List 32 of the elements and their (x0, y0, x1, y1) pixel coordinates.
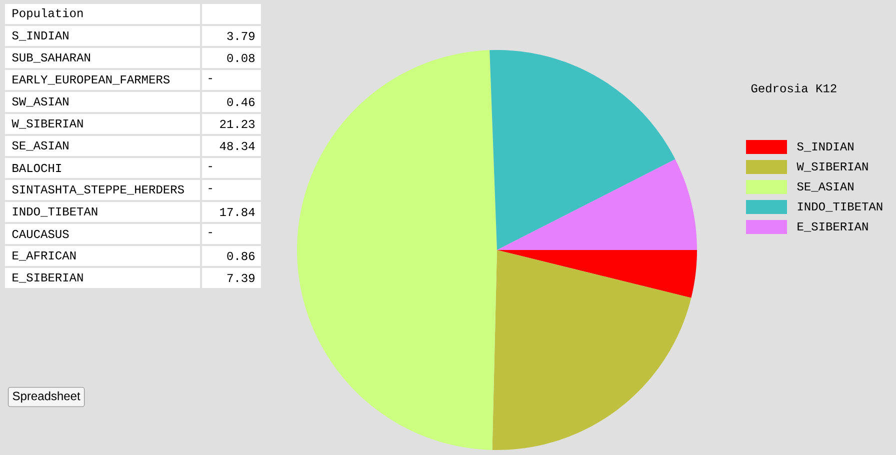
category-label: SINTASHTA_STEPPE_HERDERS (12, 185, 184, 195)
category-label: EARLY_EUROPEAN_FARMERS (12, 75, 170, 85)
category-label: W_SIBERIAN (12, 119, 83, 129)
data-label: 0.08 (227, 54, 255, 62)
data-label: - (208, 188, 212, 190)
legend-label: SE_ASIAN (797, 182, 854, 192)
category-label: S_INDIAN (12, 31, 68, 41)
text: Gedrosia K12 (751, 84, 836, 92)
category-label: BALOCHI (12, 164, 61, 172)
legend-label: INDO_TIBETAN (798, 202, 882, 212)
data-label: 21.23 (220, 120, 255, 128)
category-label: INDO_TIBETAN (12, 207, 98, 217)
category-label: CAUCASUS (12, 230, 69, 238)
category-label: E_AFRICAN (12, 251, 76, 261)
data-label: - (208, 166, 212, 168)
legend-label: W_SIBERIAN (796, 162, 868, 172)
data-label: 0.86 (227, 252, 255, 260)
legend-label: E_SIBERIAN (798, 222, 868, 232)
data-label: 48.34 (220, 142, 255, 150)
category-label: SE_ASIAN (12, 141, 68, 151)
data-label: - (208, 232, 212, 234)
text: Spreadsheet (12, 391, 80, 403)
category-label: SUB_SAHARAN (12, 53, 90, 63)
data-label: - (208, 78, 212, 80)
data-label: 17.84 (220, 208, 255, 216)
data-label: 3.79 (227, 32, 254, 40)
category-label: SW_ASIAN (12, 97, 68, 107)
category-label: E_SIBERIAN (12, 273, 83, 283)
data-label: 7.39 (227, 274, 254, 282)
legend-label: S_INDIAN (797, 142, 854, 152)
text: Population (12, 8, 83, 20)
data-label: 0.46 (227, 98, 255, 106)
